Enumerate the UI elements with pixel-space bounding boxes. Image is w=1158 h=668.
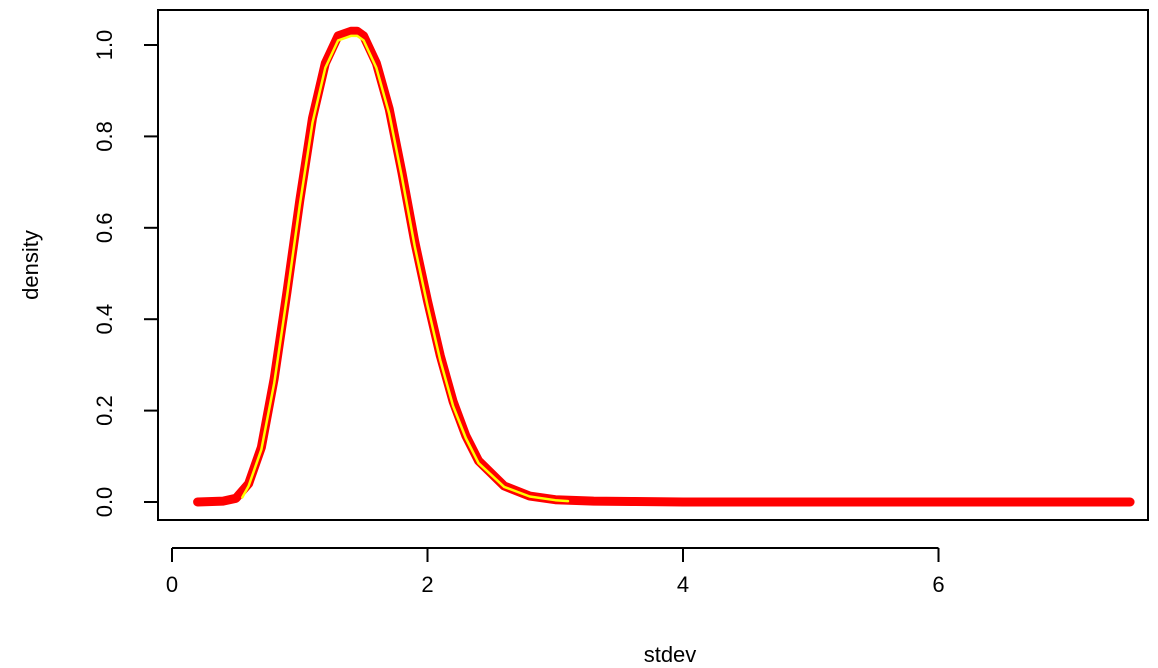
x-tick-label: 6 <box>932 572 944 597</box>
y-axis-title: density <box>18 230 43 300</box>
y-tick-label: 0.2 <box>92 395 117 426</box>
density-curve-yellow <box>241 34 570 503</box>
x-tick-label: 0 <box>166 572 178 597</box>
y-axis: 0.0 0.2 0.4 0.6 0.8 1.0 <box>92 30 159 518</box>
plot-frame <box>157 9 1149 521</box>
x-axis: 0 2 4 6 <box>166 547 945 597</box>
series-layer <box>193 26 1135 507</box>
x-tick-label: 4 <box>677 572 689 597</box>
y-tick-label: 0.8 <box>92 121 117 152</box>
y-tick-label: 1.0 <box>92 30 117 61</box>
x-axis-title: stdev <box>644 642 697 667</box>
y-tick-label: 0.6 <box>92 213 117 244</box>
y-tick-label: 0.0 <box>92 487 117 518</box>
density-curve-red <box>193 26 1135 507</box>
y-tick-label: 0.4 <box>92 304 117 335</box>
x-tick-label: 2 <box>421 572 433 597</box>
